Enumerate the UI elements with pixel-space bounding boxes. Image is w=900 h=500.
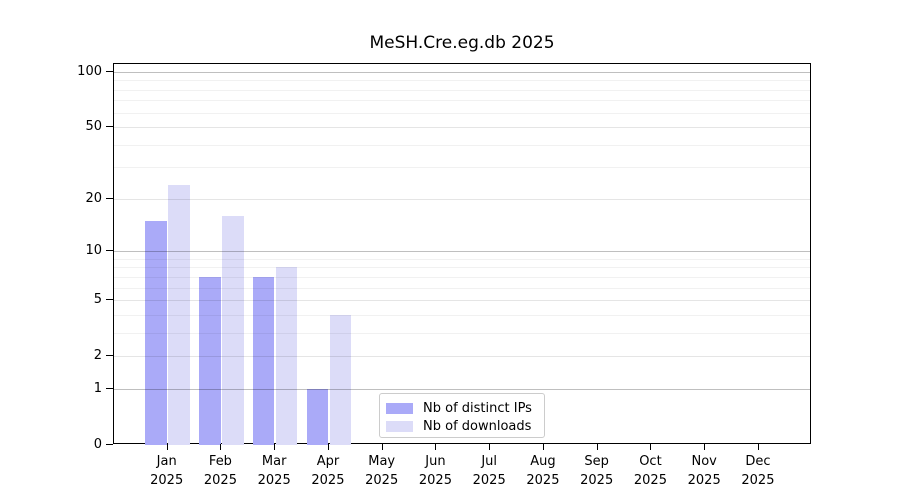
- minor-gridline-y-6: [114, 287, 810, 289]
- legend-label-distinct-ips: Nb of distinct IPs: [423, 400, 532, 416]
- legend-label-downloads: Nb of downloads: [423, 418, 532, 434]
- y-axis-tick-50: [106, 126, 113, 128]
- x-axis-tick-nov: [704, 444, 706, 450]
- y-axis-tick-label-5: 5: [93, 292, 102, 308]
- chart-title: MeSH.Cre.eg.db 2025: [369, 33, 555, 53]
- x-axis-tick-jun: [435, 444, 437, 450]
- bar-distinct-ips-feb: [199, 276, 221, 445]
- x-axis-tick-label-feb: Feb 2025: [203, 454, 237, 488]
- bar-distinct-ips-jan: [145, 220, 167, 445]
- y-axis-tick-5: [106, 299, 113, 301]
- y-axis-tick-label-0: 0: [93, 437, 102, 452]
- legend-swatch-distinct-ips: [386, 402, 413, 414]
- gridline-y-10: [114, 251, 810, 253]
- x-axis-tick-label-sep: Sep 2025: [580, 454, 614, 488]
- y-axis-tick-100: [106, 71, 113, 72]
- minor-gridline-y-40: [114, 144, 810, 146]
- x-axis-tick-label-oct: Oct 2025: [633, 454, 667, 488]
- x-axis-tick-jul: [489, 444, 491, 450]
- x-axis-tick-label-mar: Mar 2025: [257, 454, 291, 488]
- minor-gridline-y-90: [114, 80, 810, 82]
- minor-gridline-y-8: [114, 267, 810, 269]
- x-axis-tick-apr: [327, 444, 329, 450]
- bar-distinct-ips-apr: [306, 388, 329, 445]
- x-axis-tick-label-apr: Apr 2025: [311, 454, 345, 488]
- plot-area: [113, 63, 811, 445]
- x-axis-tick-may: [381, 444, 383, 450]
- gridline-y-20: [114, 198, 810, 200]
- gridline-y-5: [114, 300, 810, 302]
- y-axis-tick-label-100: 100: [77, 64, 102, 79]
- y-axis-tick-1: [106, 387, 113, 389]
- x-axis-tick-label-may: May 2025: [365, 454, 399, 488]
- y-axis-tick-label-20: 20: [85, 190, 102, 206]
- y-axis-tick-label-2: 2: [93, 348, 102, 364]
- x-axis-tick-feb: [220, 444, 222, 450]
- bar-downloads-jan: [168, 184, 190, 445]
- y-axis-tick-20: [106, 197, 113, 199]
- x-axis-tick-oct: [650, 444, 652, 450]
- minor-gridline-y-80: [114, 89, 810, 91]
- bar-downloads-mar: [275, 267, 298, 445]
- y-axis-tick-0: [106, 444, 113, 445]
- x-axis-tick-label-nov: Nov 2025: [687, 454, 721, 488]
- gridline-y-2: [114, 356, 810, 358]
- bar-distinct-ips-mar: [252, 276, 275, 445]
- x-axis-tick-label-dec: Dec 2025: [741, 454, 775, 488]
- minor-gridline-y-7: [114, 276, 810, 278]
- x-axis-tick-label-jul: Jul 2025: [472, 454, 506, 488]
- gridline-y-100: [114, 72, 810, 73]
- y-axis-tick-label-50: 50: [85, 119, 102, 135]
- minor-gridline-y-70: [114, 100, 810, 102]
- legend-item-distinct-ips: Nb of distinct IPs: [386, 399, 536, 417]
- bar-downloads-feb: [222, 216, 244, 445]
- x-axis-tick-label-aug: Aug 2025: [526, 454, 560, 488]
- x-axis-tick-dec: [757, 444, 759, 450]
- legend: Nb of distinct IPs Nb of downloads: [379, 393, 545, 438]
- gridline-y-50: [114, 127, 810, 129]
- legend-swatch-downloads: [386, 420, 413, 432]
- y-axis-tick-10: [106, 250, 113, 252]
- y-axis-tick-label-1: 1: [93, 380, 102, 396]
- minor-gridline-y-9: [114, 258, 810, 260]
- x-axis-tick-aug: [542, 444, 544, 450]
- minor-gridline-y-60: [114, 112, 810, 114]
- x-axis-tick-label-jan: Jan 2025: [150, 454, 184, 488]
- y-axis-tick-label-10: 10: [85, 243, 102, 259]
- gridline-y-1: [114, 388, 810, 390]
- x-axis-tick-mar: [274, 444, 276, 450]
- legend-item-downloads: Nb of downloads: [386, 417, 536, 435]
- x-axis-tick-sep: [596, 444, 598, 450]
- minor-gridline-y-30: [114, 167, 810, 169]
- x-axis-tick-label-jun: Jun 2025: [418, 454, 452, 488]
- minor-gridline-y-3: [114, 332, 810, 334]
- x-axis-tick-jan: [166, 444, 168, 450]
- y-axis-tick-2: [106, 355, 113, 357]
- minor-gridline-y-4: [114, 314, 810, 316]
- bar-downloads-apr: [329, 314, 352, 445]
